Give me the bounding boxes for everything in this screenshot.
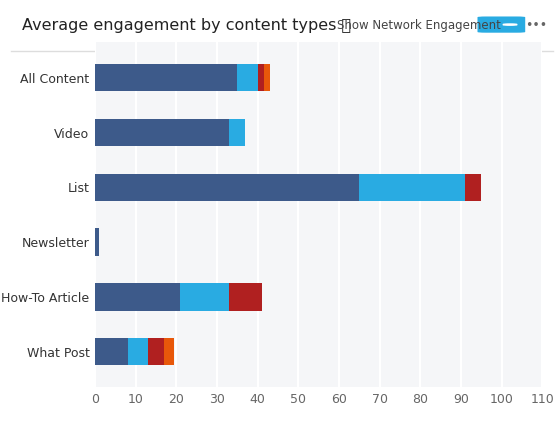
Bar bbox=[465, 173, 481, 201]
Bar bbox=[95, 229, 99, 256]
Bar bbox=[229, 283, 262, 311]
Bar bbox=[164, 338, 174, 365]
Text: Show Network Engagement: Show Network Engagement bbox=[337, 19, 500, 32]
Bar bbox=[264, 64, 270, 91]
Bar bbox=[95, 173, 359, 201]
Bar bbox=[181, 283, 229, 311]
Bar bbox=[359, 173, 465, 201]
Bar bbox=[229, 119, 245, 146]
Bar bbox=[258, 64, 264, 91]
FancyBboxPatch shape bbox=[477, 16, 525, 33]
Bar bbox=[95, 64, 238, 91]
Bar bbox=[148, 338, 164, 365]
Bar bbox=[95, 283, 181, 311]
Bar bbox=[238, 64, 258, 91]
Bar bbox=[95, 338, 127, 365]
Text: Average engagement by content types ⓘ: Average engagement by content types ⓘ bbox=[22, 18, 351, 32]
Circle shape bbox=[503, 24, 517, 25]
Text: •••: ••• bbox=[525, 19, 547, 32]
Bar bbox=[95, 119, 229, 146]
Bar bbox=[127, 338, 148, 365]
